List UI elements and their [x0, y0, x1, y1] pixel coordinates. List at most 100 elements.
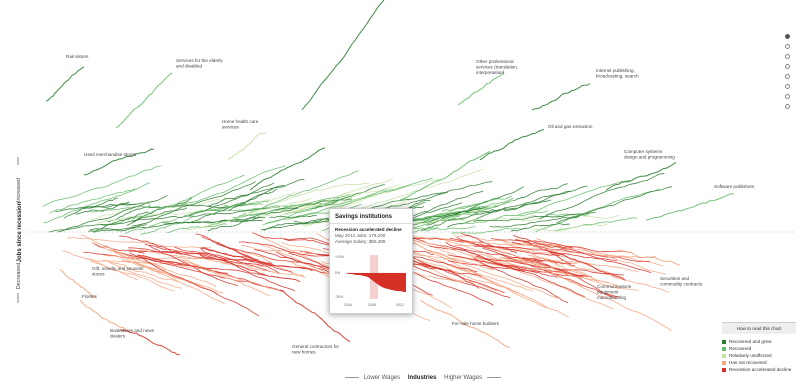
industry-line[interactable]: [137, 254, 266, 276]
industry-line[interactable]: [447, 190, 571, 228]
industry-line[interactable]: [181, 259, 271, 297]
legend-title[interactable]: How to read this chart: [722, 322, 796, 334]
industry-line[interactable]: [408, 257, 525, 297]
industry-line[interactable]: [249, 147, 326, 191]
industry-line[interactable]: [445, 240, 543, 273]
industry-line[interactable]: [442, 195, 512, 212]
industry-line[interactable]: [475, 255, 585, 297]
industry-line[interactable]: [362, 181, 493, 210]
industry-line[interactable]: [108, 261, 178, 283]
industry-line[interactable]: [471, 256, 614, 310]
industry-line[interactable]: [316, 177, 433, 208]
industry-line[interactable]: [510, 223, 571, 232]
industry-line[interactable]: [235, 196, 340, 220]
industry-line[interactable]: [269, 215, 317, 219]
industry-line[interactable]: [556, 186, 673, 224]
industry-line[interactable]: [473, 212, 596, 222]
industry-line[interactable]: [149, 244, 256, 263]
industry-line[interactable]: [528, 260, 672, 331]
industry-line[interactable]: [419, 299, 511, 349]
x-axis-lower-wages[interactable]: Lower Wages: [363, 375, 401, 381]
industry-line[interactable]: [128, 247, 264, 267]
industry-line[interactable]: [62, 250, 138, 281]
industry-line[interactable]: [536, 238, 667, 275]
industry-line[interactable]: [89, 206, 160, 213]
industry-line[interactable]: [645, 193, 735, 221]
industry-line[interactable]: [195, 233, 280, 274]
industry-line[interactable]: [447, 254, 592, 278]
industry-line[interactable]: [448, 260, 588, 277]
nav-dot[interactable]: [785, 104, 790, 109]
industry-line[interactable]: [460, 233, 517, 254]
industry-line[interactable]: [279, 289, 351, 343]
industry-line[interactable]: [484, 258, 624, 276]
industry-line[interactable]: [228, 188, 278, 211]
industry-line[interactable]: [207, 216, 260, 232]
industry-line[interactable]: [532, 258, 617, 300]
industry-line[interactable]: [119, 235, 181, 254]
x-axis-higher-wages[interactable]: Higher Wages: [444, 375, 482, 381]
industry-line[interactable]: [173, 258, 278, 291]
industry-line[interactable]: [421, 206, 481, 232]
industry-line[interactable]: [400, 203, 505, 233]
industry-line[interactable]: [144, 243, 238, 287]
industry-line[interactable]: [262, 198, 343, 226]
nav-dot[interactable]: [785, 54, 790, 59]
industry-line[interactable]: [403, 261, 504, 294]
industry-line[interactable]: [93, 242, 145, 254]
industry-line[interactable]: [207, 182, 275, 207]
industry-line[interactable]: [278, 195, 373, 211]
industry-line[interactable]: [605, 161, 677, 191]
industry-line[interactable]: [439, 212, 485, 221]
nav-dot[interactable]: [785, 34, 790, 39]
industry-line[interactable]: [75, 201, 130, 215]
industry-line[interactable]: [249, 170, 359, 213]
industry-line[interactable]: [462, 207, 507, 214]
industry-line[interactable]: [457, 71, 505, 106]
industry-line[interactable]: [490, 247, 583, 288]
industry-line[interactable]: [544, 249, 626, 281]
industry-line[interactable]: [294, 184, 410, 219]
industry-line[interactable]: [83, 148, 155, 176]
industry-line[interactable]: [140, 216, 195, 235]
industry-line[interactable]: [499, 256, 639, 291]
industry-line[interactable]: [223, 200, 270, 208]
industry-line[interactable]: [188, 178, 305, 217]
industry-line[interactable]: [109, 250, 217, 287]
industry-line[interactable]: [45, 66, 85, 102]
industry-line[interactable]: [254, 249, 337, 271]
industry-line[interactable]: [88, 223, 147, 232]
nav-dot[interactable]: [785, 94, 790, 99]
industry-line[interactable]: [523, 260, 609, 284]
industry-line[interactable]: [96, 209, 215, 224]
nav-dot[interactable]: [785, 64, 790, 69]
industry-line[interactable]: [413, 260, 480, 289]
industry-line[interactable]: [115, 72, 173, 129]
industry-line[interactable]: [426, 186, 524, 226]
industry-line[interactable]: [172, 165, 286, 209]
industry-line[interactable]: [119, 329, 181, 356]
nav-dot[interactable]: [785, 84, 790, 89]
industry-line[interactable]: [508, 256, 571, 265]
industry-line[interactable]: [83, 252, 228, 274]
industry-line[interactable]: [42, 165, 162, 207]
industry-line[interactable]: [200, 247, 313, 272]
industry-line[interactable]: [227, 132, 267, 161]
nav-dot[interactable]: [785, 44, 790, 49]
industry-line[interactable]: [103, 255, 216, 260]
industry-line[interactable]: [489, 215, 580, 228]
industry-line[interactable]: [220, 259, 273, 268]
industry-line[interactable]: [199, 254, 301, 283]
industry-line[interactable]: [451, 227, 528, 234]
industry-line[interactable]: [619, 249, 681, 266]
industry-line[interactable]: [129, 252, 260, 317]
industry-line[interactable]: [428, 249, 561, 299]
industry-line[interactable]: [131, 181, 256, 227]
industry-line[interactable]: [241, 244, 317, 255]
industry-line[interactable]: [85, 257, 175, 291]
industry-line[interactable]: [79, 299, 131, 334]
industry-line[interactable]: [355, 168, 484, 211]
industry-line[interactable]: [55, 202, 137, 212]
industry-line[interactable]: [554, 217, 637, 232]
industry-line[interactable]: [57, 194, 168, 233]
